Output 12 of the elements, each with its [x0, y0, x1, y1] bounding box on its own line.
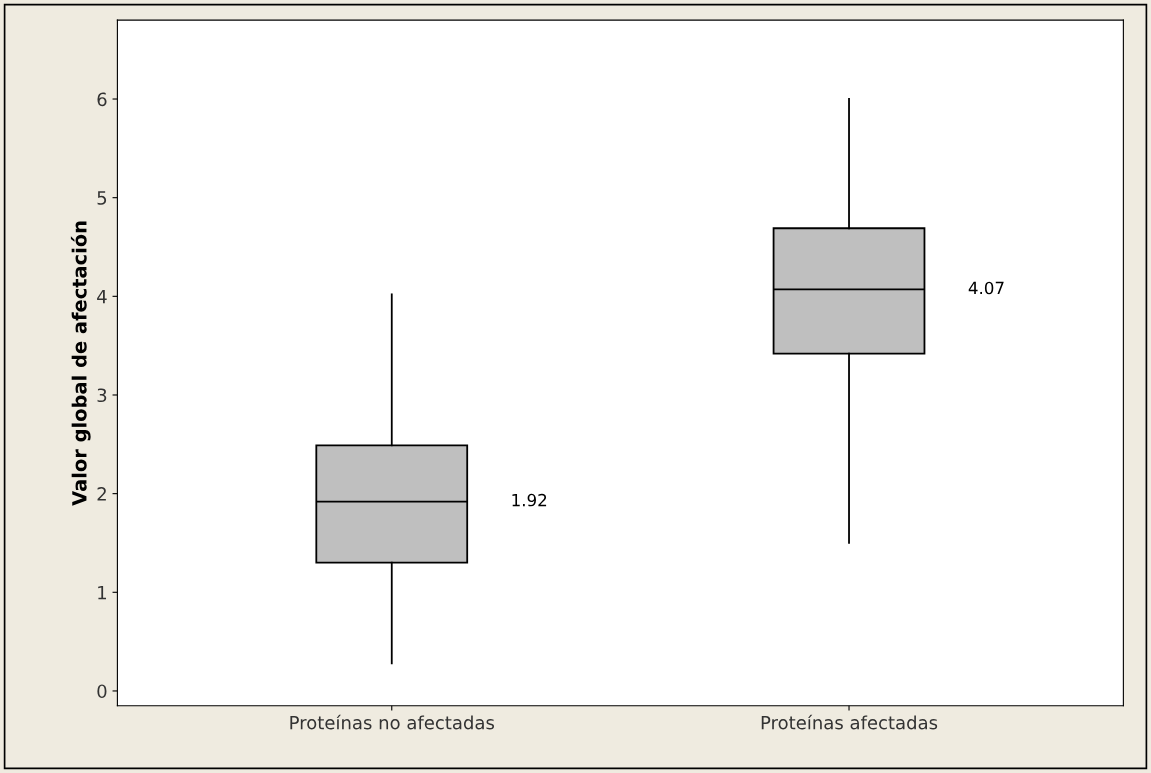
y-tick-label: 4 [97, 290, 107, 304]
y-tick-label: 6 [97, 92, 107, 107]
y-tick-label: 3 [97, 388, 107, 403]
annotation: 4.07 [968, 281, 1004, 295]
x-tick-label: Proteínas no afectadas [290, 714, 495, 730]
y-axis-title: Valor global de afectación [70, 221, 91, 506]
annotation: 1.92 [512, 493, 547, 507]
y-tick-label: 1 [98, 585, 107, 600]
y-tick-label: 0 [97, 684, 107, 699]
x-tick-label: Proteínas afectadas [761, 714, 938, 730]
y-tick-label: 5 [97, 191, 107, 205]
y-tick-label: 2 [97, 487, 106, 501]
